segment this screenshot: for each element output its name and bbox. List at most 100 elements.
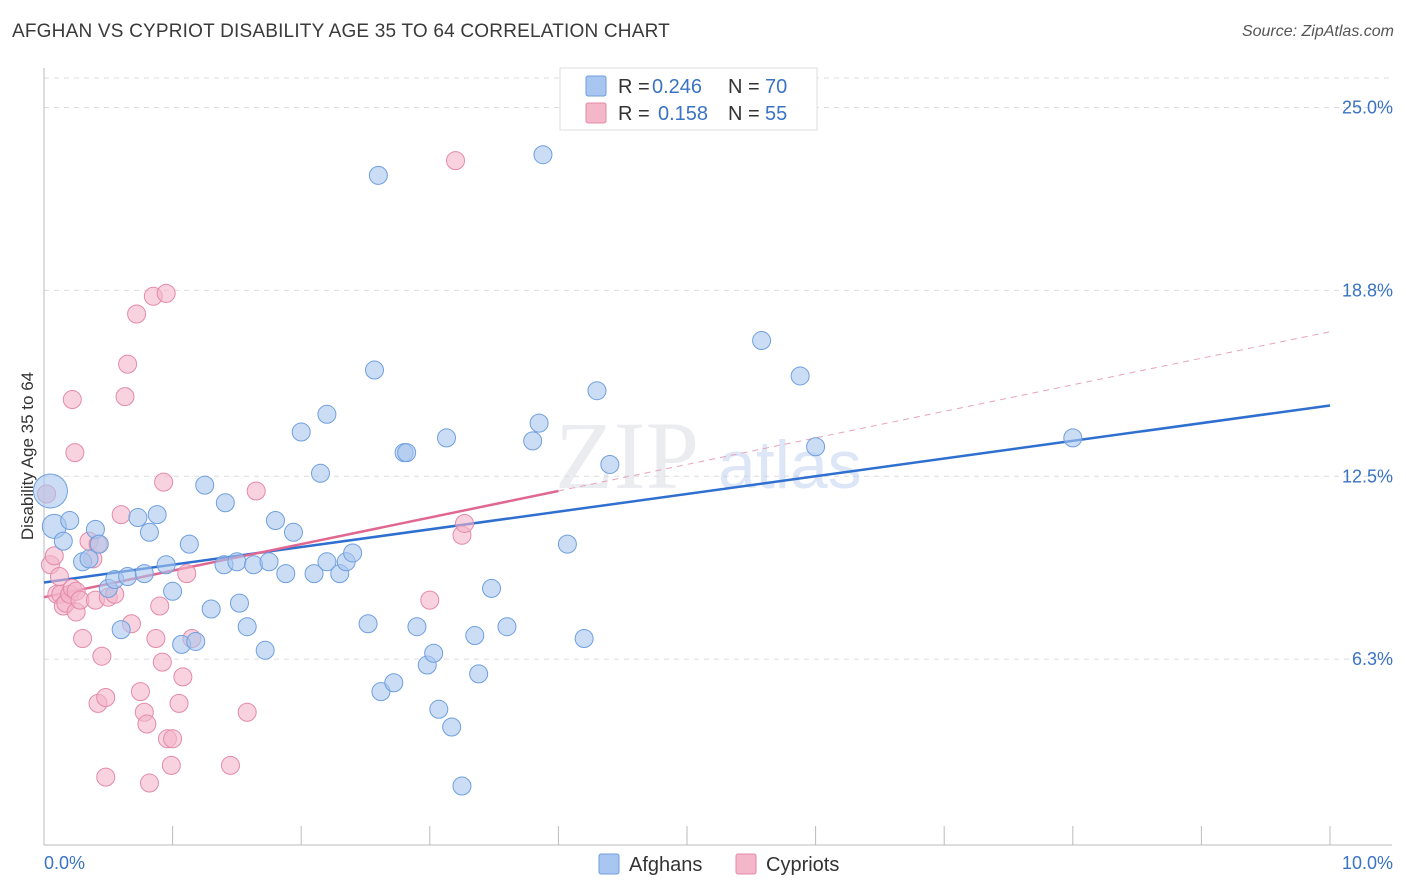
legend-bottom-swatch-afghans [598,853,620,875]
point-cypriots-49 [237,702,257,722]
point-afghans-5 [79,549,99,569]
point-cypriots-26 [111,505,131,525]
axes [43,68,1392,846]
point-cypriots-28 [118,354,138,374]
legend-r-value-cypriots: 0.158 [658,103,708,125]
point-afghans-42 [358,614,378,634]
legend-r-label-afghans: R = [618,76,650,98]
point-cypriots-33 [137,714,157,734]
point-cypriots-2 [44,546,64,566]
point-cypriots-45 [173,667,193,687]
point-afghans-44 [368,165,388,185]
point-afghans-54 [442,717,462,737]
point-afghans-60 [523,431,543,451]
point-cypriots-44 [169,693,189,713]
point-afghans-0 [32,473,68,509]
point-afghans-46 [384,673,404,693]
point-afghans-29 [255,640,275,660]
point-cypriots-22 [96,688,116,707]
point-afghans-30 [259,552,279,572]
legend-n-value-cypriots: 55 [765,103,787,125]
point-afghans-70 [1063,428,1083,448]
legend-r-label-cypriots: R = [618,103,650,125]
point-afghans-11 [118,567,138,587]
point-cypriots-15 [73,629,93,648]
point-afghans-61 [529,413,549,433]
grid-lines [44,77,1392,660]
legend-n-label-cypriots: N = [728,103,760,125]
point-afghans-14 [139,522,159,542]
y-tick-label-2: 12.5% [1342,466,1393,486]
point-afghans-64 [574,629,594,648]
point-afghans-20 [186,631,206,651]
point-cypriots-42 [161,755,181,775]
point-cypriots-27 [115,387,135,407]
point-afghans-62 [533,145,553,165]
point-afghans-13 [134,564,154,584]
point-afghans-59 [497,617,517,637]
point-afghans-66 [600,454,620,474]
point-afghans-25 [227,552,247,572]
point-afghans-52 [429,699,449,719]
point-afghans-16 [156,555,176,575]
point-afghans-28 [244,555,264,575]
y-tick-label-3: 6.3% [1352,649,1393,669]
x-tick-label-1: 10.0% [1342,853,1393,873]
point-cypriots-51 [420,590,440,610]
tick-labels: 25.0% 18.8% 12.5% 6.3% 0.0% 10.0% [44,98,1393,874]
point-afghans-57 [469,664,489,684]
point-afghans-22 [201,599,221,619]
point-afghans-21 [195,475,215,495]
point-afghans-41 [343,543,363,563]
point-afghans-49 [407,617,427,637]
watermark-atlas: atlas [718,427,862,503]
point-afghans-3 [60,511,80,530]
point-afghans-36 [310,463,330,483]
point-afghans-15 [147,505,167,525]
point-cypriots-13 [65,443,85,463]
point-afghans-58 [482,578,502,598]
point-afghans-12 [128,508,148,528]
point-cypriots-43 [163,729,183,749]
watermark-zip: ZIP [555,402,699,509]
point-cypriots-50 [246,481,266,501]
point-afghans-43 [365,360,385,380]
point-afghans-2 [53,531,73,551]
legend-r-value-afghans: 0.246 [652,76,702,98]
point-afghans-37 [317,552,337,572]
point-afghans-34 [291,422,311,442]
point-afghans-33 [283,522,303,542]
point-afghans-10 [111,620,131,640]
point-cypriots-31 [130,682,150,702]
legend-bottom-label-cypriots: Cypriots [766,854,839,876]
point-afghans-7 [89,534,109,554]
x-tick-label-0: 0.0% [44,853,85,873]
chart-source: Source: ZipAtlas.com [1241,23,1394,40]
point-afghans-24 [215,493,235,513]
point-afghans-26 [229,593,249,613]
y-tick-label-1: 18.8% [1342,280,1393,300]
point-cypriots-12 [62,390,82,410]
point-afghans-67 [752,331,772,351]
point-afghans-27 [237,617,257,637]
point-afghans-53 [437,428,457,448]
chart-title: AFGHAN VS CYPRIOT DISABILITY AGE 35 TO 6… [12,21,670,42]
point-afghans-31 [265,511,285,530]
legend-n-value-afghans: 70 [765,76,787,98]
legend-stats: R = 0.246 N = 70 R = 0.158 N = 55 [559,67,818,131]
point-afghans-32 [276,564,296,584]
y-tick-label-0: 25.0% [1342,98,1393,118]
point-afghans-38 [317,404,337,424]
legend-swatch-afghans [585,75,607,97]
point-afghans-55 [452,776,472,796]
point-cypriots-30 [127,304,147,324]
point-afghans-65 [587,381,607,401]
legend-n-label-afghans: N = [728,76,760,98]
point-afghans-17 [163,581,183,601]
point-cypriots-34 [139,773,159,793]
point-cypriots-36 [146,629,166,648]
point-cypriots-46 [177,564,197,584]
watermark: ZIP atlas [555,402,862,509]
point-cypriots-38 [152,652,172,672]
